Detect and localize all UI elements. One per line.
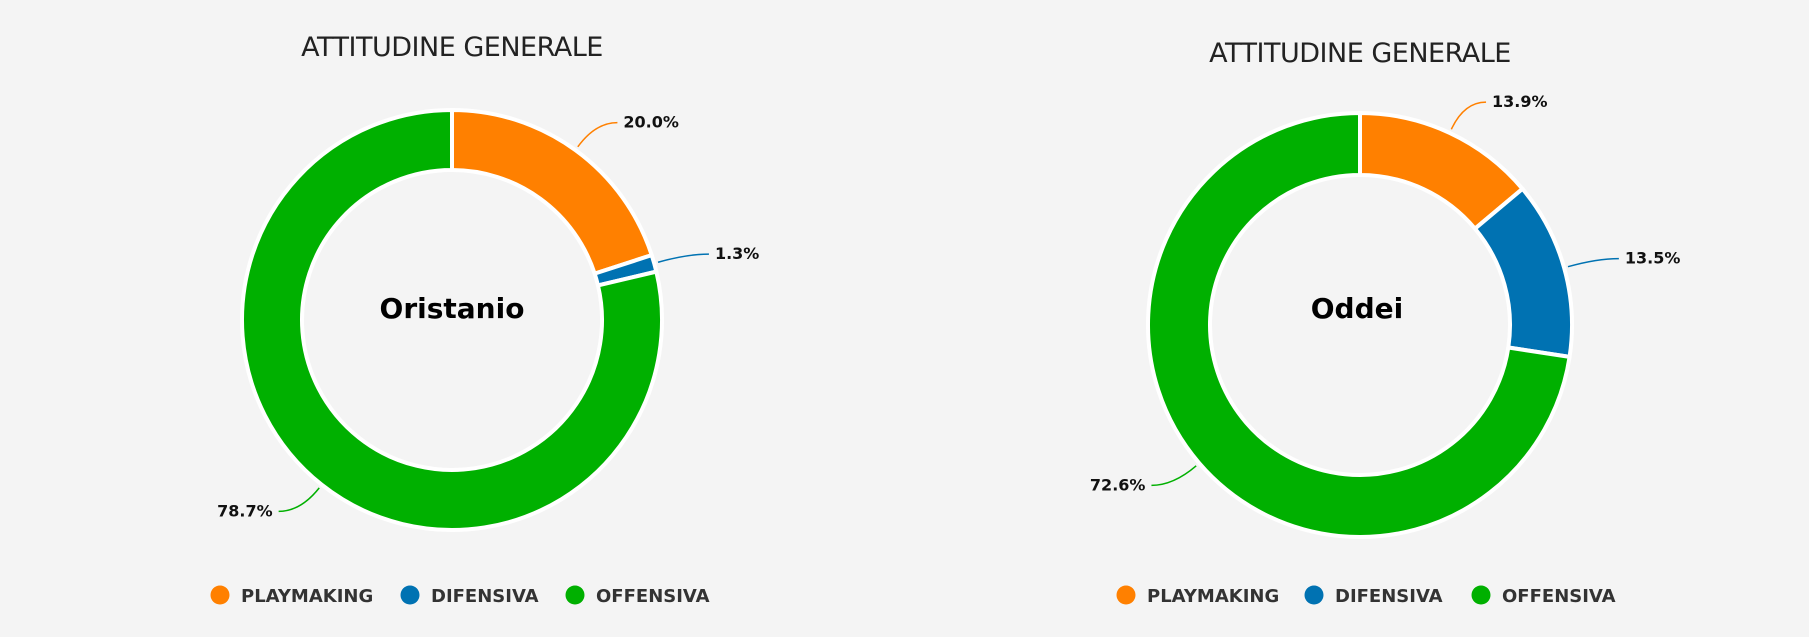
legend-item-difensiva[interactable]: DIFENSIVA: [431, 586, 539, 607]
legend-item-offensiva[interactable]: OFFENSIVA: [1502, 586, 1616, 607]
center-label: Oristanio: [380, 292, 525, 325]
connector-difensiva: [1567, 257, 1619, 268]
data-labels: 13.9% 13.5% 72.6%: [1090, 92, 1680, 494]
connector-offensiva: [278, 487, 320, 513]
legend-item-difensiva[interactable]: DIFENSIVA: [1335, 586, 1443, 607]
donut-chart-oddei: ATTITUDINE GENERALE 13.9% 13.5% 72.6% Odde…: [1090, 38, 1680, 607]
donut-slices: [240, 108, 664, 532]
connector-offensiva: [1151, 465, 1197, 487]
legend-item-offensiva[interactable]: OFFENSIVA: [596, 586, 710, 607]
legend-item-playmaking[interactable]: PLAYMAKING: [241, 586, 373, 607]
data-label-offensiva: 78.7%: [217, 501, 273, 520]
donut-chart-oristanio: ATTITUDINE GENERALE 20.0% 1.3% 78.7% Orist…: [210, 32, 759, 607]
data-labels: 20.0% 1.3% 78.7%: [217, 113, 759, 521]
data-label-playmaking: 13.9%: [1492, 92, 1548, 111]
orange-dot-icon: [210, 585, 230, 605]
slice-offensiva[interactable]: [1146, 111, 1572, 539]
slice-offensiva[interactable]: [240, 108, 664, 532]
legend-item-playmaking[interactable]: PLAYMAKING: [1147, 586, 1279, 607]
blue-dot-icon: [400, 585, 420, 605]
chart-title: ATTITUDINE GENERALE: [1209, 38, 1511, 69]
legend: PLAYMAKING DIFENSIVA OFFENSIVA: [210, 585, 710, 607]
connector-difensiva: [657, 253, 709, 263]
data-label-difensiva: 13.5%: [1625, 249, 1681, 268]
data-label-offensiva: 72.6%: [1090, 475, 1146, 494]
data-label-playmaking: 20.0%: [623, 113, 679, 132]
connector-playmaking: [1450, 101, 1487, 130]
slice-playmaking[interactable]: [450, 108, 654, 276]
chart-title: ATTITUDINE GENERALE: [301, 32, 603, 63]
connector-playmaking: [577, 121, 618, 148]
donut-slices: [1146, 111, 1574, 539]
slice-difensiva[interactable]: [1472, 186, 1574, 359]
orange-dot-icon: [1116, 585, 1136, 605]
legend: PLAYMAKING DIFENSIVA OFFENSIVA: [1116, 585, 1616, 607]
data-label-difensiva: 1.3%: [715, 244, 759, 263]
blue-dot-icon: [1304, 585, 1324, 605]
green-dot-icon: [1471, 585, 1491, 605]
center-label: Oddei: [1311, 292, 1403, 325]
green-dot-icon: [565, 585, 585, 605]
